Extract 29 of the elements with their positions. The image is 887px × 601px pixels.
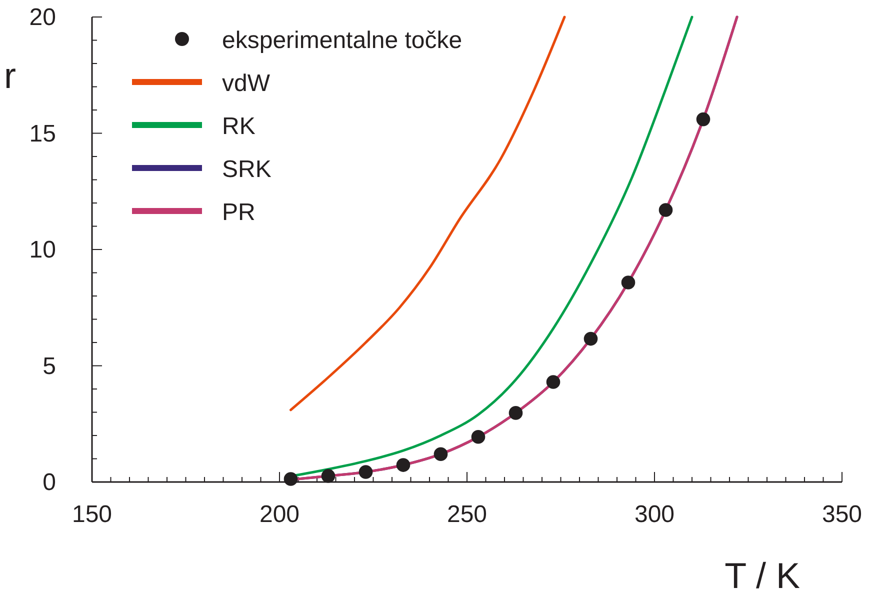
y-tick-label: 20 [29,4,56,31]
y-axis-title: r [4,55,16,96]
legend-label: PR [222,199,256,226]
point [284,472,298,486]
point [321,469,336,483]
x-tick-label: 250 [446,501,488,528]
point [396,458,410,472]
point [471,430,486,444]
legend-label: vdW [222,70,270,97]
point [434,447,448,461]
y-tick-label: 15 [29,120,56,148]
y-tick-label: 0 [42,469,56,496]
point [658,203,673,217]
x-tick-label: 350 [822,501,862,528]
x-tick-label: 150 [72,501,112,528]
y-tick-label: 5 [42,352,56,380]
legend-label: SRK [222,156,272,183]
point [621,276,636,290]
point [508,406,523,420]
legend-label: eksperimentalne točke [222,27,462,54]
x-axis-title: T / K [724,555,800,596]
legend-label: RK [222,113,256,140]
y-tick-label: 10 [29,236,56,264]
point [546,375,560,389]
x-tick-label: 200 [259,501,300,528]
point [696,112,710,126]
point [584,332,598,346]
point [358,465,373,479]
x-tick-label: 300 [634,501,675,528]
